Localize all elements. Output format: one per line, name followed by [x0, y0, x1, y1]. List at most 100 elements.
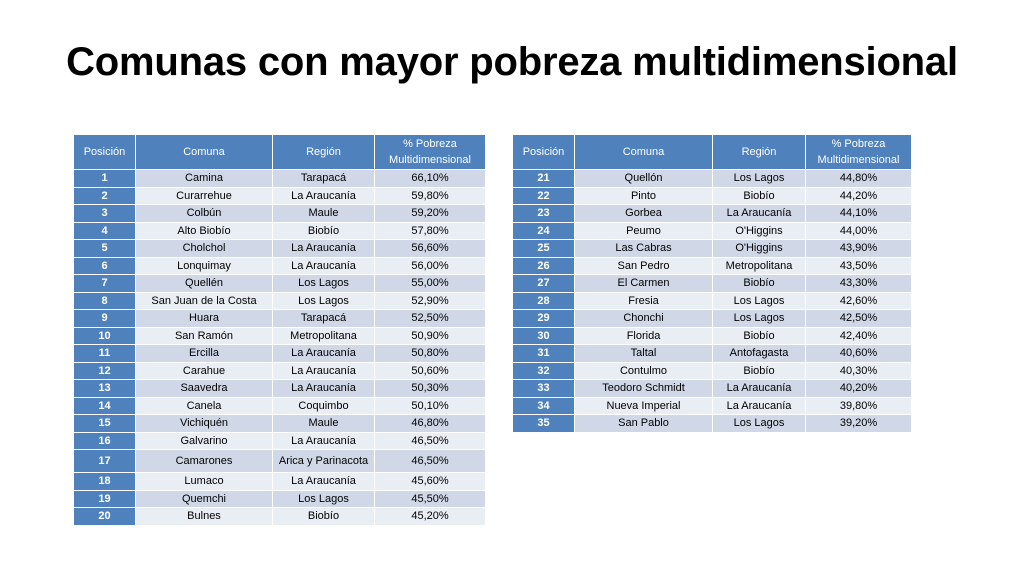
cell-pobreza: 42,60% [806, 292, 911, 309]
cell-posicion: 12 [74, 362, 135, 379]
cell-comuna: San Ramón [136, 327, 272, 344]
cell-comuna: Teodoro Schmidt [575, 380, 712, 397]
cell-region: Tarapacá [273, 310, 374, 327]
cell-region: La Araucanía [273, 473, 374, 490]
cell-pobreza: 50,80% [375, 345, 485, 362]
table-row: 34 Nueva Imperial La Araucanía 39,80% [513, 397, 911, 414]
cell-comuna: Pinto [575, 187, 712, 204]
cell-posicion: 20 [74, 508, 135, 525]
header-pobreza-line2: Multidimensional [817, 154, 900, 166]
table-row: 5 Cholchol La Araucanía 56,60% [74, 240, 485, 257]
table-row: 20 Bulnes Biobío 45,20% [74, 508, 485, 525]
cell-pobreza: 59,20% [375, 205, 485, 222]
cell-pobreza: 44,80% [806, 170, 911, 187]
cell-pobreza: 50,60% [375, 362, 485, 379]
cell-comuna: Nueva Imperial [575, 397, 712, 414]
cell-comuna: Fresia [575, 292, 712, 309]
cell-region: Metropolitana [713, 257, 805, 274]
table-row: 27 El Carmen Biobío 43,30% [513, 275, 911, 292]
cell-comuna: Lonquimay [136, 257, 272, 274]
poverty-table-left: Posición Comuna Región % Pobreza Multidi… [73, 134, 486, 526]
cell-comuna: Gorbea [575, 205, 712, 222]
cell-posicion: 5 [74, 240, 135, 257]
table-row: 4 Alto Biobío Biobío 57,80% [74, 222, 485, 239]
cell-comuna: Bulnes [136, 508, 272, 525]
cell-pobreza: 45,60% [375, 473, 485, 490]
table-row: 35 San Pablo Los Lagos 39,20% [513, 415, 911, 432]
cell-comuna: Florida [575, 327, 712, 344]
table-row: 17 Camarones Arica y Parinacota 46,50% [74, 450, 485, 472]
cell-posicion: 11 [74, 345, 135, 362]
cell-posicion: 1 [74, 170, 135, 187]
table-row: 8 San Juan de la Costa Los Lagos 52,90% [74, 292, 485, 309]
cell-region: La Araucanía [713, 205, 805, 222]
cell-pobreza: 44,00% [806, 222, 911, 239]
table-header-row: Posición Comuna Región % Pobreza Multidi… [513, 135, 911, 169]
cell-pobreza: 40,60% [806, 345, 911, 362]
cell-comuna: Alto Biobío [136, 222, 272, 239]
cell-posicion: 19 [74, 490, 135, 507]
cell-pobreza: 42,50% [806, 310, 911, 327]
cell-region: Coquimbo [273, 397, 374, 414]
header-pobreza-line1: % Pobreza [403, 138, 457, 150]
cell-comuna: San Juan de la Costa [136, 292, 272, 309]
cell-posicion: 2 [74, 187, 135, 204]
header-pobreza: % Pobreza Multidimensional [375, 135, 485, 169]
table-row: 22 Pinto Biobío 44,20% [513, 187, 911, 204]
cell-comuna: Camarones [136, 450, 272, 472]
cell-pobreza: 46,50% [375, 432, 485, 449]
cell-posicion: 4 [74, 222, 135, 239]
cell-posicion: 28 [513, 292, 574, 309]
cell-pobreza: 57,80% [375, 222, 485, 239]
table-row: 6 Lonquimay La Araucanía 56,00% [74, 257, 485, 274]
cell-region: Biobío [273, 222, 374, 239]
header-posicion: Posición [513, 135, 574, 169]
cell-region: La Araucanía [273, 345, 374, 362]
cell-comuna: Contulmo [575, 362, 712, 379]
cell-comuna: San Pablo [575, 415, 712, 432]
cell-posicion: 17 [74, 450, 135, 472]
cell-pobreza: 59,80% [375, 187, 485, 204]
table-row: 9 Huara Tarapacá 52,50% [74, 310, 485, 327]
cell-region: La Araucanía [273, 362, 374, 379]
cell-region: Los Lagos [273, 490, 374, 507]
cell-pobreza: 56,60% [375, 240, 485, 257]
cell-posicion: 7 [74, 275, 135, 292]
cell-pobreza: 50,90% [375, 327, 485, 344]
cell-posicion: 25 [513, 240, 574, 257]
cell-region: La Araucanía [713, 380, 805, 397]
header-region: Región [273, 135, 374, 169]
cell-posicion: 34 [513, 397, 574, 414]
cell-region: Biobío [273, 508, 374, 525]
cell-comuna: Lumaco [136, 473, 272, 490]
table-row: 23 Gorbea La Araucanía 44,10% [513, 205, 911, 222]
cell-posicion: 21 [513, 170, 574, 187]
cell-pobreza: 45,50% [375, 490, 485, 507]
cell-pobreza: 55,00% [375, 275, 485, 292]
cell-pobreza: 40,30% [806, 362, 911, 379]
cell-pobreza: 44,10% [806, 205, 911, 222]
cell-posicion: 22 [513, 187, 574, 204]
cell-pobreza: 50,10% [375, 397, 485, 414]
table-header-row: Posición Comuna Región % Pobreza Multidi… [74, 135, 485, 169]
table-row: 7 Quellén Los Lagos 55,00% [74, 275, 485, 292]
cell-posicion: 3 [74, 205, 135, 222]
cell-posicion: 6 [74, 257, 135, 274]
cell-region: Tarapacá [273, 170, 374, 187]
header-comuna: Comuna [136, 135, 272, 169]
cell-comuna: Galvarino [136, 432, 272, 449]
cell-posicion: 24 [513, 222, 574, 239]
cell-region: La Araucanía [713, 397, 805, 414]
poverty-table-right: Posición Comuna Región % Pobreza Multidi… [512, 134, 912, 433]
header-comuna: Comuna [575, 135, 712, 169]
cell-posicion: 10 [74, 327, 135, 344]
cell-pobreza: 43,90% [806, 240, 911, 257]
cell-pobreza: 43,50% [806, 257, 911, 274]
table-row: 32 Contulmo Biobío 40,30% [513, 362, 911, 379]
cell-region: Biobío [713, 275, 805, 292]
cell-region: Los Lagos [273, 292, 374, 309]
cell-comuna: Quemchi [136, 490, 272, 507]
table-row: 2 Curarrehue La Araucanía 59,80% [74, 187, 485, 204]
cell-comuna: El Carmen [575, 275, 712, 292]
cell-pobreza: 42,40% [806, 327, 911, 344]
